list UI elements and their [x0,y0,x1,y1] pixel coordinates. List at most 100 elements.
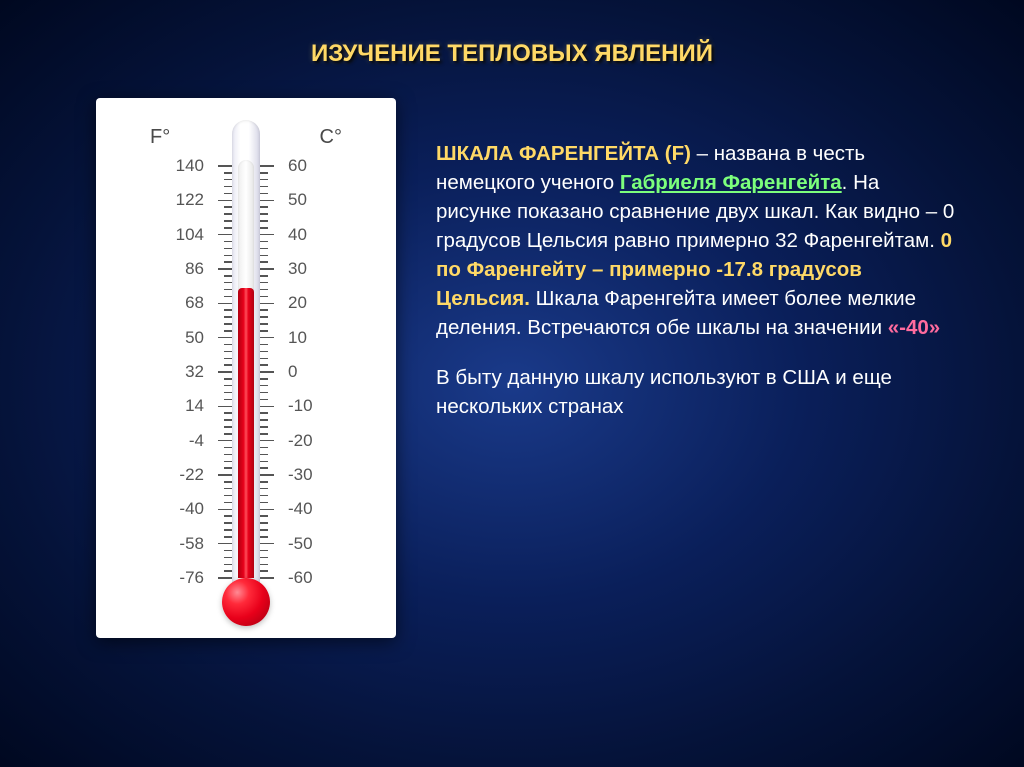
tick-minor-left [224,447,232,449]
celsius-label: -10 [288,396,313,416]
fahrenheit-label: 14 [185,396,204,416]
slide-title: ИЗУЧЕНИЕ ТЕПЛОВЫХ ЯВЛЕНИЙ [0,0,1024,68]
tick-major-left [218,234,232,236]
tick-major-right [260,234,274,236]
tick-minor-left [224,289,232,291]
tick-minor-left [224,358,232,360]
tick-minor-left [224,275,232,277]
paragraph-2: В быту данную шкалу используют в США и е… [436,363,960,421]
tick-minor-right [260,447,268,449]
tick-minor-left [224,179,232,181]
tick-minor-right [260,426,268,428]
tick-minor-left [224,515,232,517]
tick-minor-left [224,186,232,188]
tick-minor-left [224,433,232,435]
tick-minor-left [224,220,232,222]
tick-major-right [260,577,274,579]
tick-minor-left [224,502,232,504]
description-text: ШКАЛА ФАРЕНГЕЙТА (F) – названа в честь н… [436,98,960,638]
fahrenheit-label: 50 [185,328,204,348]
tick-minor-left [224,344,232,346]
tick-major-right [260,268,274,270]
celsius-label: 0 [288,362,297,382]
tick-minor-right [260,220,268,222]
fahrenheit-label: -4 [189,431,204,451]
tick-major-right [260,440,274,442]
tick-minor-right [260,570,268,572]
tick-minor-left [224,241,232,243]
tick-major-left [218,200,232,202]
fahrenheit-label: -22 [179,465,204,485]
tick-major-left [218,165,232,167]
tick-minor-right [260,564,268,566]
tick-minor-left [224,419,232,421]
tick-major-left [218,303,232,305]
tick-major-right [260,200,274,202]
tick-minor-left [224,261,232,263]
tick-minor-right [260,550,268,552]
tick-minor-right [260,186,268,188]
tick-minor-left [224,378,232,380]
tick-minor-right [260,193,268,195]
thermometer-scale: 14060122501044086306820501032014-10-4-20… [96,166,396,578]
thermometer-card: F° C° 14060122501044086306820501032014-1… [96,98,396,638]
tick-minor-right [260,385,268,387]
tick-minor-left [224,248,232,250]
tick-major-left [218,543,232,545]
tick-minor-left [224,351,232,353]
tick-minor-left [224,522,232,524]
tick-minor-right [260,309,268,311]
tick-minor-right [260,461,268,463]
tick-minor-left [224,570,232,572]
tick-minor-right [260,206,268,208]
tick-minor-left [224,316,232,318]
tick-minor-right [260,419,268,421]
tick-minor-left [224,529,232,531]
tick-minor-left [224,385,232,387]
tick-minor-right [260,557,268,559]
slide: ИЗУЧЕНИЕ ТЕПЛОВЫХ ЯВЛЕНИЙ F° C° 14060122… [0,0,1024,767]
tick-minor-left [224,296,232,298]
scientist-name: Габриеля Фаренгейта [620,171,842,194]
paragraph-1: ШКАЛА ФАРЕНГЕЙТА (F) – названа в честь н… [436,139,960,343]
tick-major-right [260,474,274,476]
tick-major-left [218,577,232,579]
tick-major-left [218,371,232,373]
celsius-label: 10 [288,328,307,348]
tick-minor-right [260,433,268,435]
tick-major-right [260,509,274,511]
tick-minor-right [260,502,268,504]
tick-minor-right [260,488,268,490]
celsius-label: 20 [288,293,307,313]
tick-minor-right [260,282,268,284]
celsius-label: -30 [288,465,313,485]
tick-minor-right [260,364,268,366]
tick-minor-right [260,323,268,325]
celsius-label: 50 [288,190,307,210]
thermometer-bulb [222,578,270,626]
tick-major-right [260,337,274,339]
tick-minor-right [260,255,268,257]
tick-minor-right [260,495,268,497]
tick-minor-right [260,358,268,360]
tick-minor-right [260,454,268,456]
tick-minor-right [260,296,268,298]
fahrenheit-label: -76 [179,568,204,588]
celsius-label: 60 [288,156,307,176]
tick-minor-left [224,481,232,483]
tick-minor-left [224,495,232,497]
tick-major-left [218,268,232,270]
tick-minor-right [260,515,268,517]
tick-major-left [218,406,232,408]
unit-celsius-label: C° [320,126,342,149]
tick-minor-right [260,522,268,524]
tick-minor-left [224,227,232,229]
fahrenheit-label: 86 [185,259,204,279]
tick-major-right [260,303,274,305]
unit-fahrenheit-label: F° [150,126,170,149]
tick-minor-left [224,461,232,463]
tick-minor-right [260,330,268,332]
tick-minor-left [224,364,232,366]
tick-minor-left [224,488,232,490]
tick-minor-right [260,179,268,181]
